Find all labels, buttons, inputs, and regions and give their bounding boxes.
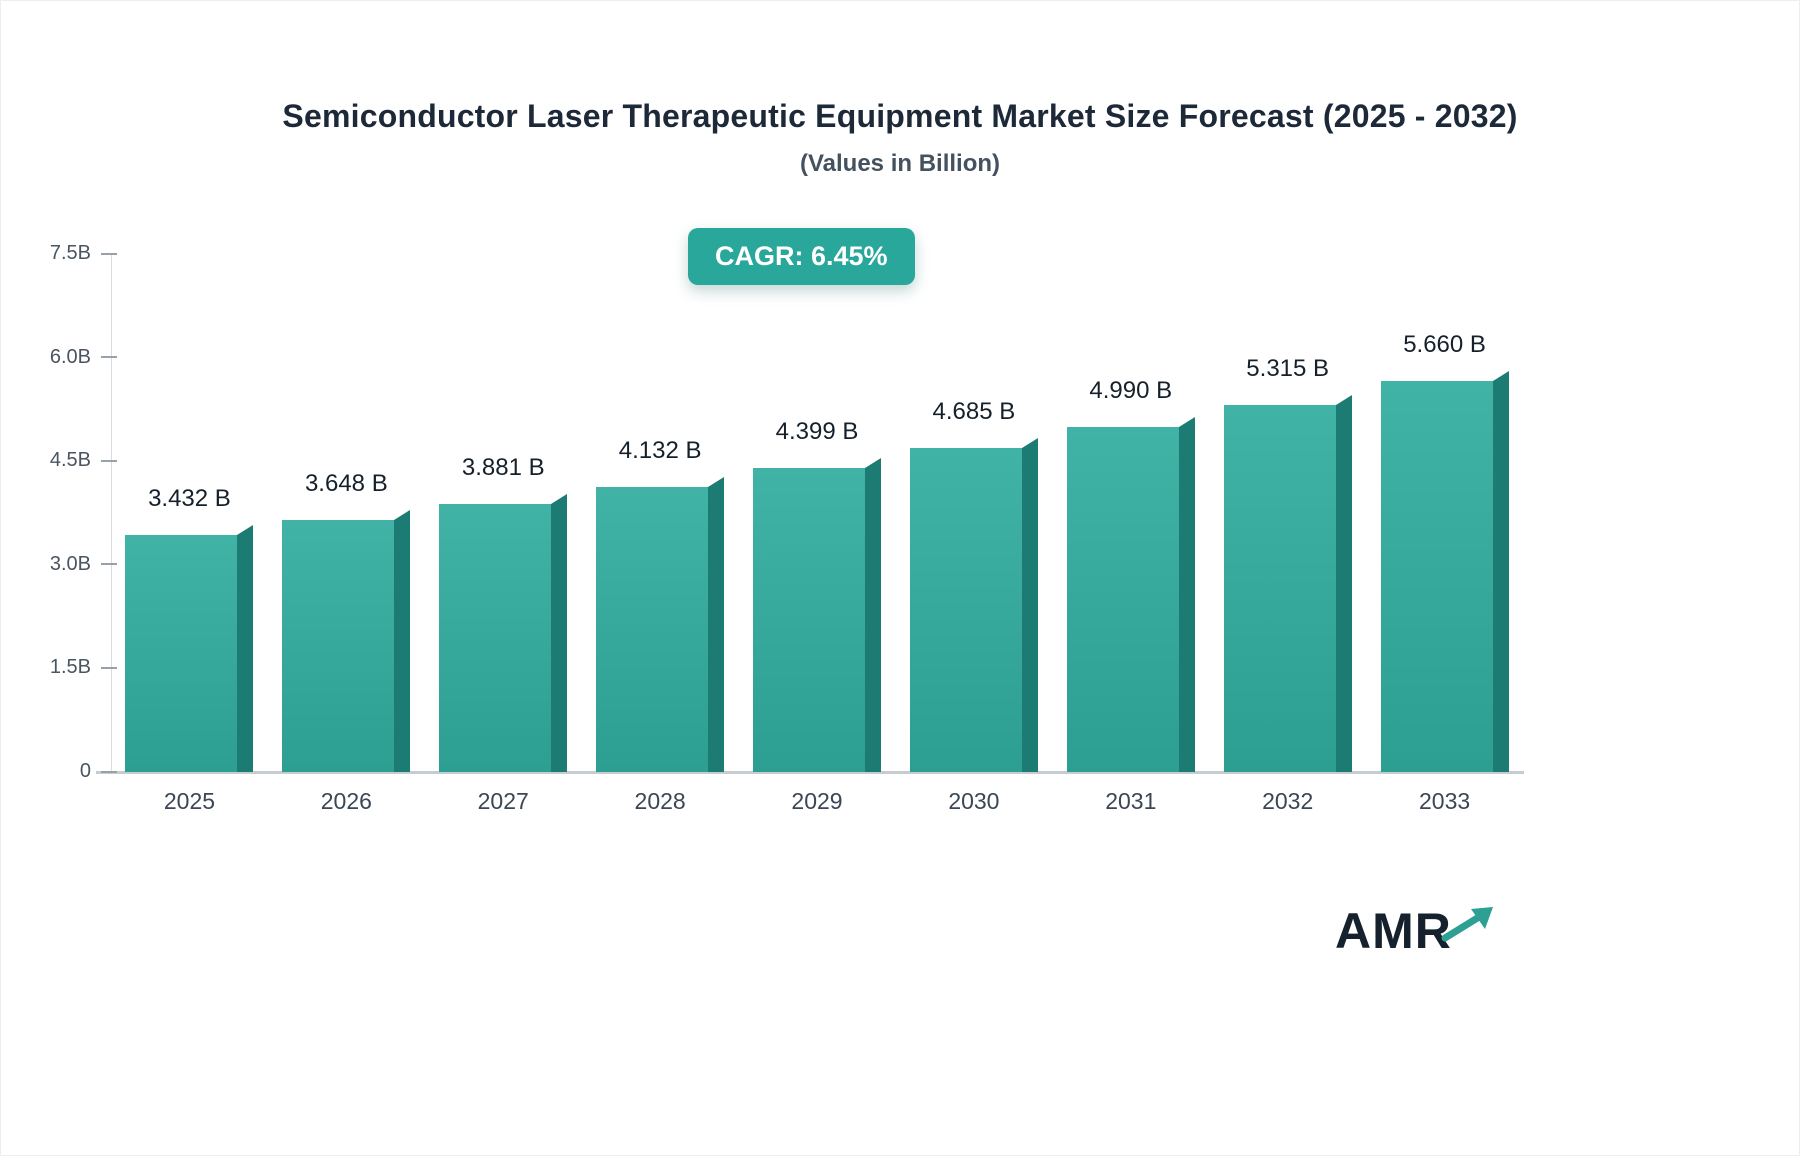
bar-side-face (1335, 395, 1352, 772)
bar (125, 525, 254, 772)
bar-front-face (909, 448, 1022, 772)
bar-side-face (865, 458, 881, 772)
bar-value-label: 4.132 B (618, 437, 702, 464)
bar-front-face (439, 504, 552, 772)
x-axis-label: 2028 (634, 788, 686, 814)
bar-value-label: 4.685 B (932, 398, 1016, 425)
bar (1380, 371, 1509, 772)
bar-value-label: 4.399 B (775, 418, 859, 445)
bar-side-face (237, 525, 254, 772)
bar-slot: 4.399 B 2029 (739, 254, 896, 814)
y-axis-tick: 4.5B (29, 449, 117, 472)
bar-value-label: 3.432 B (148, 485, 231, 512)
y-tick-label: 0 (79, 760, 91, 782)
x-axis-label: 2027 (477, 788, 529, 814)
x-axis-line (96, 771, 1524, 774)
bar (1066, 417, 1195, 772)
amr-logo-text: AMR (1335, 903, 1452, 959)
bar-front-face (753, 468, 865, 772)
bar (1223, 395, 1352, 772)
bar-value-label: 4.990 B (1089, 377, 1173, 404)
bar-slot: 3.432 B 2025 (111, 254, 268, 814)
x-axis-label: 2030 (948, 788, 1000, 814)
x-axis-label: 2032 (1262, 788, 1314, 814)
y-tick-label: 3.0B (49, 552, 91, 575)
bar-slot: 4.990 B 2031 (1052, 254, 1209, 814)
chart-title: Semiconductor Laser Therapeutic Equipmen… (282, 98, 1518, 134)
bar-side-face (708, 477, 725, 772)
y-axis-tick: 1.5B (29, 656, 117, 679)
y-axis-line (111, 254, 112, 772)
y-tick-mark (101, 252, 117, 255)
y-tick-mark (101, 770, 117, 773)
y-axis-tick: 0 (29, 760, 117, 783)
x-axis-label: 2025 (163, 788, 216, 814)
y-tick-label: 4.5B (49, 449, 91, 472)
bar-value-label: 3.648 B (304, 470, 388, 497)
bar-front-face (1066, 427, 1179, 772)
bar-slot: 4.132 B 2028 (582, 254, 739, 814)
y-tick-mark (101, 666, 117, 669)
x-axis-label: 2026 (320, 788, 372, 814)
bar (596, 477, 725, 772)
bar-slot: 4.685 B 2030 (895, 254, 1052, 814)
y-tick-label: 6.0B (49, 345, 91, 368)
bar-value-label: 3.881 B (461, 454, 545, 481)
bar (282, 510, 411, 772)
bar-slot: 5.315 B 2032 (1209, 254, 1366, 814)
x-axis-label: 2031 (1105, 788, 1157, 814)
x-axis-label: 2033 (1418, 788, 1471, 814)
bar-front-face (1223, 405, 1336, 772)
bar-front-face (1380, 381, 1493, 772)
bar-front-face (596, 487, 709, 772)
bar-front-face (125, 535, 238, 772)
y-tick-label: 1.5B (49, 656, 91, 679)
amr-logo: AMR (1335, 899, 1505, 969)
bar-front-face (282, 520, 395, 772)
x-axis-label: 2029 (791, 788, 843, 814)
bar-side-face (551, 494, 568, 772)
bar-value-label: 5.660 B (1403, 331, 1486, 358)
y-axis-tick: 6.0B (29, 346, 117, 369)
y-tick-mark (101, 459, 117, 462)
logo-arrow-icon (1441, 907, 1493, 942)
chart-subtitle: (Values in Billion) (799, 150, 1001, 177)
y-axis-tick: 3.0B (29, 553, 117, 576)
bars-row: 3.432 B 2025 3.648 B 2026 3.881 B 2027 4.132 B… (111, 254, 1523, 814)
y-tick-mark (101, 356, 117, 359)
bar-slot: 3.648 B 2026 (268, 254, 425, 814)
y-tick-mark (101, 563, 117, 566)
bar-side-face (1178, 417, 1195, 772)
bar-side-face (1021, 438, 1038, 772)
y-axis-tick: 7.5B (29, 242, 117, 265)
bar (909, 438, 1038, 772)
bar (753, 458, 881, 772)
bar-slot: 5.660 B 2033 (1366, 254, 1523, 814)
cagr-badge: CAGR: 6.45% (688, 228, 915, 285)
bar-slot: 3.881 B 2027 (425, 254, 582, 814)
bar (439, 494, 568, 772)
bar-value-label: 5.315 B (1246, 355, 1330, 382)
bar-side-face (1492, 371, 1509, 772)
bar-side-face (394, 510, 411, 772)
y-tick-label: 7.5B (49, 242, 91, 264)
